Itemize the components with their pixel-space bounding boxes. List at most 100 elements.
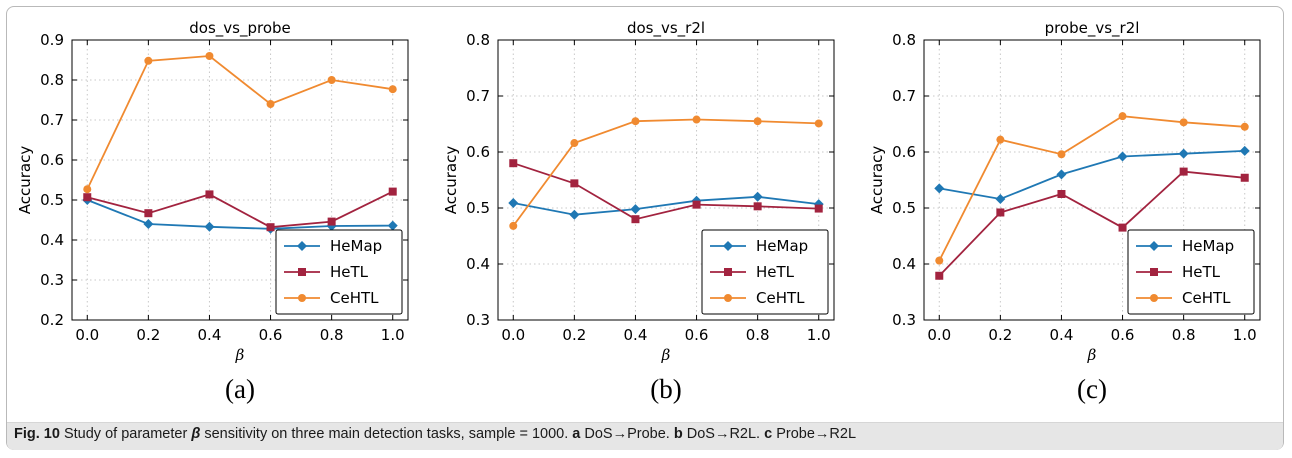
data-point-hemap bbox=[143, 219, 154, 229]
y-axis-label: Accuracy bbox=[442, 146, 460, 215]
data-point-hetl bbox=[205, 190, 214, 199]
caption-c-label: c bbox=[764, 426, 773, 442]
data-point-hetl bbox=[266, 223, 275, 232]
x-tick-label: 1.0 bbox=[381, 326, 405, 344]
x-tick-label: 0.0 bbox=[501, 326, 525, 344]
y-tick-label: 0.8 bbox=[892, 31, 916, 49]
data-point-hetl bbox=[388, 187, 397, 196]
data-point-cehtl bbox=[935, 256, 944, 265]
data-point-cehtl bbox=[996, 135, 1005, 144]
y-tick-label: 0.5 bbox=[40, 191, 64, 209]
legend-label-hemap: HeMap bbox=[330, 237, 382, 255]
x-tick-label: 0.4 bbox=[1050, 326, 1074, 344]
data-point-hemap bbox=[508, 197, 519, 208]
data-point-cehtl bbox=[1118, 112, 1127, 121]
y-tick-label: 0.3 bbox=[466, 311, 490, 329]
data-point-hemap bbox=[1117, 151, 1128, 162]
legend-marker-hemap bbox=[1149, 241, 1159, 251]
legend-marker-hemap bbox=[297, 241, 307, 251]
x-tick-label: 0.6 bbox=[685, 326, 709, 344]
x-axis-label: β bbox=[235, 346, 245, 364]
x-axis-label: β bbox=[661, 346, 671, 364]
series-line-hetl bbox=[513, 162, 819, 221]
chart-title: dos_vs_probe bbox=[189, 19, 291, 38]
data-point-hetl bbox=[631, 215, 640, 224]
legend-marker-hetl bbox=[1150, 268, 1158, 276]
y-tick-label: 0.7 bbox=[892, 87, 916, 105]
data-point-hemap bbox=[630, 204, 641, 215]
caption-text-2: sensitivity on three main detection task… bbox=[200, 426, 573, 442]
y-tick-label: 0.4 bbox=[466, 255, 490, 273]
x-tick-label: 0.8 bbox=[1172, 326, 1196, 344]
legend-label-cehtl: CeHTL bbox=[330, 289, 379, 307]
data-point-hemap bbox=[1056, 169, 1067, 180]
panel-label: (a) bbox=[225, 374, 255, 404]
data-point-hemap bbox=[1178, 148, 1189, 159]
legend-marker-hetl bbox=[724, 268, 732, 276]
data-point-hetl bbox=[692, 200, 701, 209]
x-tick-label: 0.2 bbox=[562, 326, 586, 344]
data-point-hetl bbox=[570, 179, 579, 188]
data-point-cehtl bbox=[1240, 122, 1249, 131]
legend-marker-cehtl bbox=[298, 294, 306, 302]
caption-a-label: a bbox=[572, 426, 581, 442]
y-axis-label: Accuracy bbox=[16, 146, 34, 215]
series-line-hetl bbox=[87, 190, 394, 229]
y-tick-label: 0.8 bbox=[466, 31, 490, 49]
x-tick-label: 0.2 bbox=[136, 326, 160, 344]
legend-marker-hetl bbox=[298, 268, 306, 276]
data-point-cehtl bbox=[631, 117, 640, 126]
series-line-hemap bbox=[86, 199, 393, 230]
y-tick-label: 0.8 bbox=[40, 71, 64, 89]
x-tick-label: 1.0 bbox=[807, 326, 831, 344]
plot-frame bbox=[71, 39, 409, 321]
data-point-cehtl bbox=[570, 139, 579, 148]
chart-panel-a: dos_vs_probe 0.2 0.3 0.4 0.5 0.6 0.7 0.8 0.9 0.0 0… bbox=[16, 19, 409, 404]
legend-label-hetl: HeTL bbox=[1182, 263, 1221, 281]
y-tick-label: 0.7 bbox=[40, 111, 64, 129]
data-point-cehtl bbox=[1057, 150, 1066, 159]
legend-label-hetl: HeTL bbox=[756, 263, 795, 281]
data-point-cehtl bbox=[388, 85, 397, 94]
legend-marker-hemap bbox=[723, 241, 733, 251]
data-point-cehtl bbox=[144, 56, 153, 65]
data-point-cehtl bbox=[692, 115, 701, 124]
caption-beta-symbol: β bbox=[191, 426, 201, 442]
y-tick-label: 0.6 bbox=[892, 143, 916, 161]
x-tick-label: 0.6 bbox=[259, 326, 283, 344]
legend-label-cehtl: CeHTL bbox=[756, 289, 805, 307]
y-tick-label: 0.5 bbox=[466, 199, 490, 217]
data-point-cehtl bbox=[1179, 118, 1188, 127]
caption-b-text: DoS→R2L. bbox=[682, 426, 765, 442]
data-point-cehtl bbox=[509, 221, 518, 230]
data-point-cehtl bbox=[753, 117, 762, 126]
data-point-hetl bbox=[327, 217, 336, 226]
x-tick-label: 1.0 bbox=[1233, 326, 1257, 344]
data-point-hemap bbox=[995, 194, 1006, 205]
panel-label: (b) bbox=[650, 374, 681, 404]
chart-panel-b: dos_vs_r2l 0.3 0.4 0.5 0.6 0.7 0.8 0.0 0.2 0.4 0.6… bbox=[442, 19, 835, 404]
data-point-hemap bbox=[569, 209, 580, 220]
legend-box bbox=[275, 229, 403, 315]
series-line-cehtl bbox=[512, 118, 819, 227]
data-point-cehtl bbox=[327, 76, 336, 84]
x-tick-label: 0.2 bbox=[988, 326, 1012, 344]
y-tick-label: 0.6 bbox=[466, 143, 490, 161]
chart-title: probe_vs_r2l bbox=[1045, 19, 1140, 38]
data-point-cehtl bbox=[83, 185, 92, 194]
x-tick-label: 0.8 bbox=[746, 326, 770, 344]
data-point-hemap bbox=[387, 220, 398, 231]
data-point-hetl bbox=[1179, 167, 1188, 176]
caption-b-label: b bbox=[673, 426, 683, 442]
legend-label-hetl: HeTL bbox=[330, 263, 369, 281]
legend-marker-cehtl bbox=[1150, 294, 1158, 302]
data-point-hetl bbox=[814, 204, 823, 213]
y-tick-label: 0.3 bbox=[892, 311, 916, 329]
data-point-hetl bbox=[1240, 173, 1249, 182]
data-point-hetl bbox=[1118, 223, 1127, 232]
legend-box bbox=[701, 229, 829, 315]
series-line-hemap bbox=[513, 195, 819, 216]
x-axis-label: β bbox=[1087, 346, 1097, 364]
x-tick-label: 0.6 bbox=[1111, 326, 1135, 344]
data-point-hetl bbox=[935, 271, 944, 280]
